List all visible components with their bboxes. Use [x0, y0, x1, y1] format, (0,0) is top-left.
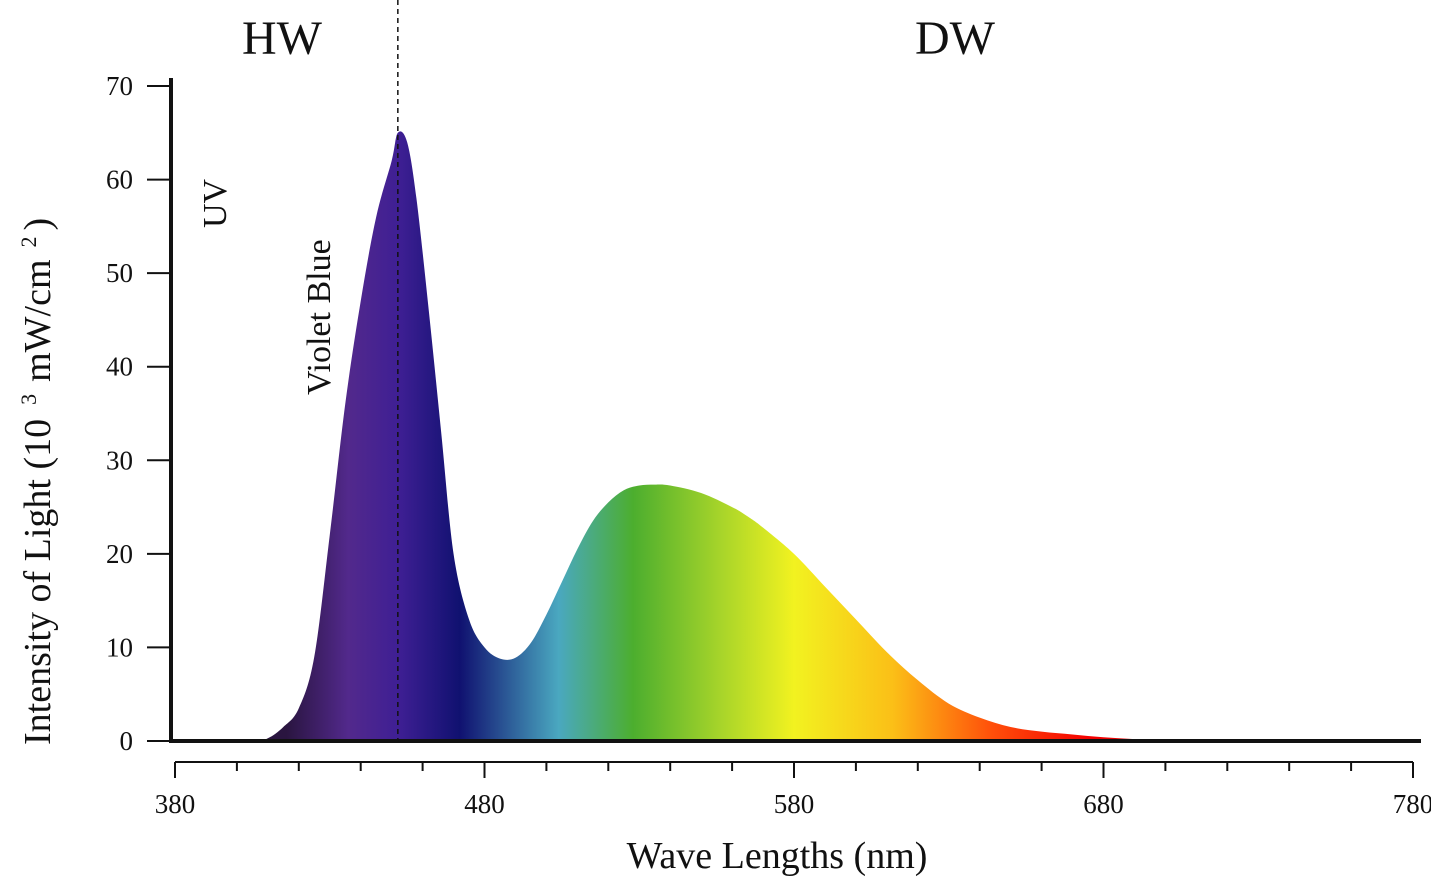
x-tick-label: 780: [1393, 789, 1431, 819]
y-tick-label: 0: [120, 726, 134, 756]
y-axis-title-close: ): [17, 218, 59, 231]
x-axis-title: Wave Lengths (nm): [627, 835, 928, 877]
x-tick-label: 380: [155, 789, 196, 819]
x-tick-label: 480: [464, 789, 505, 819]
x-tick-label: 580: [774, 789, 815, 819]
y-tick-label: 30: [106, 445, 133, 475]
y-axis-title-main: Intensity of Light (10: [17, 419, 59, 745]
y-tick-label: 60: [106, 165, 133, 195]
x-tick-label: 680: [1083, 789, 1124, 819]
y-tick-label: 70: [106, 71, 133, 101]
y-axis-title-unit: mW/cm: [17, 259, 59, 381]
y-tick-label: 50: [106, 258, 133, 288]
y-tick-label: 40: [106, 352, 133, 382]
spectrum-area: [175, 131, 1413, 741]
region-label-dw: DW: [915, 12, 996, 65]
y-tick-label: 20: [106, 539, 133, 569]
band-label-uv: UV: [197, 178, 234, 228]
y-tick-label: 10: [106, 632, 133, 662]
band-label-violet-blue: Violet Blue: [301, 239, 338, 395]
region-label-hw: HW: [242, 12, 323, 65]
y-axis-title-unit-exponent: 2: [16, 236, 41, 247]
x-ticks: 380 480 580 680 780: [155, 762, 1431, 819]
y-axis-title-exponent: 3: [16, 394, 41, 405]
y-axis-title: Intensity of Light (10 3 mW/cm 2): [16, 218, 59, 745]
y-ticks: 0 10 20 30 40 50 60 70: [106, 71, 171, 756]
